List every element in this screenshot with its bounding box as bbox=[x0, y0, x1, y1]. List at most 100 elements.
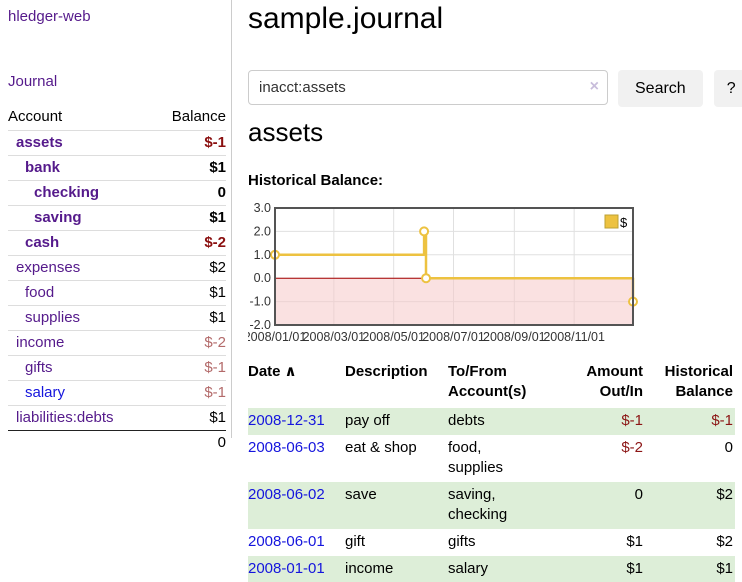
transaction-date-link[interactable]: 2008-06-01 bbox=[248, 533, 325, 550]
app-brand-link[interactable]: hledger-web bbox=[8, 8, 91, 25]
legend-label: $ bbox=[620, 215, 628, 230]
search-input[interactable] bbox=[248, 70, 608, 105]
account-balance: $1 bbox=[152, 405, 226, 431]
transaction-amount: $-1 bbox=[621, 412, 643, 429]
account-row: liabilities:debts $1 bbox=[8, 405, 226, 431]
account-heading: assets bbox=[248, 117, 324, 147]
sort-ascending-icon[interactable]: ∧ bbox=[284, 363, 297, 380]
transaction-row: 2008-06-01 gift gifts $1 $2 bbox=[248, 529, 735, 556]
y-tick-label: 3.0 bbox=[254, 201, 271, 215]
transaction-accounts: food, supplies bbox=[448, 439, 504, 476]
transaction-accounts: gifts bbox=[448, 533, 476, 550]
account-balance: $-1 bbox=[152, 130, 226, 156]
transaction-date-link[interactable]: 2008-12-31 bbox=[248, 412, 325, 429]
register-column-header: Historical Balance bbox=[664, 363, 733, 400]
account-row: cash $-2 bbox=[8, 230, 226, 256]
account-link-salary[interactable]: salary bbox=[25, 384, 66, 401]
page-title: sample.journal bbox=[248, 2, 444, 35]
x-tick-label: 2008/05/01 bbox=[362, 330, 425, 344]
account-link-assets[interactable]: assets bbox=[16, 134, 63, 151]
account-row: salary $-1 bbox=[8, 380, 226, 406]
accounts-total-row: 0 bbox=[8, 430, 226, 455]
account-balance: $1 bbox=[152, 280, 226, 306]
account-balance: $-1 bbox=[152, 355, 226, 381]
accounts-header-row: Account Balance bbox=[8, 104, 226, 131]
transaction-row: 2008-01-01 income salary $1 $1 bbox=[248, 556, 735, 582]
transaction-balance: 0 bbox=[724, 439, 733, 456]
transaction-balance: $2 bbox=[716, 533, 733, 550]
register-column-header[interactable]: Date ∧ bbox=[248, 363, 297, 380]
account-link-supplies[interactable]: supplies bbox=[25, 309, 81, 326]
account-balance: $1 bbox=[152, 205, 226, 231]
x-tick-label: 2008/03/01 bbox=[303, 330, 366, 344]
account-link-bank[interactable]: bank bbox=[25, 159, 61, 176]
balance-step-chart: $3.0 2.0 1.0 0.0 -1.0 -2.02008/01/012008/03/0… bbox=[244, 201, 638, 344]
chart-heading: Historical Balance: bbox=[248, 172, 384, 189]
y-tick-label: 2.0 bbox=[254, 224, 271, 238]
transaction-amount: 0 bbox=[634, 486, 643, 503]
legend-swatch-icon bbox=[604, 214, 619, 229]
account-balance: 0 bbox=[152, 180, 226, 206]
account-link-food[interactable]: food bbox=[25, 284, 55, 301]
transaction-amount: $1 bbox=[626, 560, 643, 577]
transaction-balance: $2 bbox=[716, 486, 733, 503]
accounts-balance-table: Account Balance assets $-1 bank $1 checking 0… bbox=[8, 104, 226, 455]
transaction-row: 2008-06-02 save saving, checking 0 $2 bbox=[248, 482, 735, 529]
search-form: × Search ? bbox=[248, 70, 742, 107]
transaction-description: gift bbox=[345, 533, 366, 550]
register-column-header: To/From Account(s) bbox=[448, 363, 527, 400]
register-table: Date ∧ Description To/From Account(s) Amount O… bbox=[248, 360, 735, 582]
account-link-checking[interactable]: checking bbox=[34, 184, 100, 201]
chart-legend: $ bbox=[604, 214, 628, 230]
x-tick-label: 2008/09/01 bbox=[483, 330, 546, 344]
account-link-saving[interactable]: saving bbox=[34, 209, 82, 226]
y-tick-label: -1.0 bbox=[249, 295, 271, 309]
account-row: saving $1 bbox=[8, 205, 226, 231]
account-row: checking 0 bbox=[8, 180, 226, 206]
register-header-row: Date ∧ Description To/From Account(s) Amount O… bbox=[248, 360, 735, 408]
transaction-description: pay off bbox=[345, 412, 390, 429]
balance-column-header: Balance bbox=[171, 108, 226, 125]
transaction-balance: $-1 bbox=[711, 412, 733, 429]
clear-search-icon[interactable]: × bbox=[589, 78, 599, 95]
y-tick-label: -2.0 bbox=[249, 318, 271, 332]
transaction-amount: $1 bbox=[626, 533, 643, 550]
x-tick-label: 2008/11/01 bbox=[543, 330, 605, 344]
search-button[interactable]: Search bbox=[618, 70, 703, 107]
sidebar-item-journal[interactable]: Journal bbox=[8, 73, 58, 90]
transaction-date-link[interactable]: 2008-06-03 bbox=[248, 439, 325, 456]
transaction-date-link[interactable]: 2008-06-02 bbox=[248, 486, 325, 503]
transaction-date-link[interactable]: 2008-01-01 bbox=[248, 560, 325, 577]
register-column-header: Description bbox=[345, 363, 428, 380]
search-input-wrap: × bbox=[248, 70, 608, 107]
account-link-expenses[interactable]: expenses bbox=[16, 259, 81, 276]
sidebar-divider bbox=[231, 0, 232, 438]
sidebar: hledger-web Journal Account Balance asse… bbox=[8, 0, 226, 455]
account-link-cash[interactable]: cash bbox=[25, 234, 60, 251]
transaction-description: income bbox=[345, 560, 394, 577]
help-button[interactable]: ? bbox=[713, 70, 742, 107]
account-balance: $1 bbox=[152, 305, 226, 331]
account-link-income[interactable]: income bbox=[16, 334, 65, 351]
transaction-description: save bbox=[345, 486, 377, 503]
account-row: supplies $1 bbox=[8, 305, 226, 331]
transaction-accounts: salary bbox=[448, 560, 489, 577]
transaction-description: eat & shop bbox=[345, 439, 417, 456]
transaction-row: 2008-06-03 eat & shop food, supplies $-2 0 bbox=[248, 435, 735, 482]
accounts-total-value: 0 bbox=[152, 430, 226, 455]
transaction-accounts: saving, checking bbox=[448, 486, 508, 523]
account-row: assets $-1 bbox=[8, 130, 226, 156]
account-balance: $-2 bbox=[152, 330, 226, 356]
account-row: income $-2 bbox=[8, 330, 226, 356]
transaction-balance: $1 bbox=[716, 560, 733, 577]
account-balance: $-1 bbox=[152, 380, 226, 406]
account-balance: $-2 bbox=[152, 230, 226, 256]
x-tick-label: 2008/01/01 bbox=[248, 330, 306, 344]
historical-balance-chart: $3.0 2.0 1.0 0.0 -1.0 -2.0 2008/01/01 2008/03/0… bbox=[244, 196, 668, 352]
transaction-accounts: debts bbox=[448, 412, 485, 429]
y-tick-label: 0.0 bbox=[254, 271, 271, 285]
account-link-gifts[interactable]: gifts bbox=[25, 359, 53, 376]
account-balance: $1 bbox=[152, 155, 226, 181]
account-link-liabilities-debts[interactable]: liabilities:debts bbox=[16, 409, 114, 426]
